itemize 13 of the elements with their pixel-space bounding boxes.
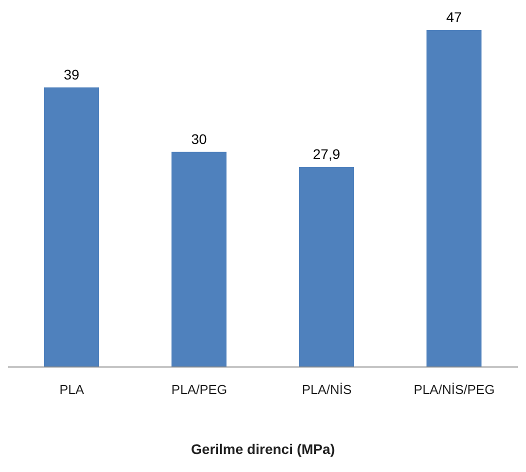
x-tick-label: PLA/NİS: [302, 382, 352, 398]
data-label: 27,9: [312, 146, 340, 162]
data-label: 47: [446, 9, 462, 25]
bar: [426, 30, 482, 367]
x-axis-title: Gerilme direnci (MPa): [191, 441, 335, 457]
bar: [172, 152, 226, 367]
x-tick-label: PLA/PEG: [171, 382, 228, 398]
data-label: 39: [64, 66, 80, 82]
bar: [299, 166, 354, 367]
data-label: 30: [191, 130, 207, 147]
bar: [44, 87, 99, 367]
x-tick-label: PLA/NİS/PEG: [414, 382, 495, 398]
x-tick-label: PLA: [59, 382, 84, 398]
